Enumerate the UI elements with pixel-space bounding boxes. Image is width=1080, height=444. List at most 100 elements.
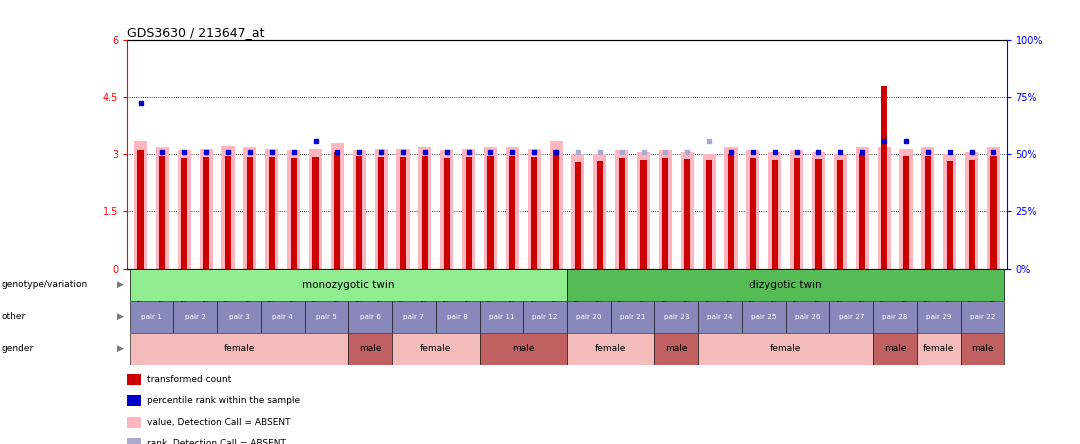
- Bar: [392, 301, 436, 333]
- Bar: [134, 141, 147, 269]
- Text: other: other: [1, 312, 25, 321]
- Text: female: female: [770, 344, 801, 353]
- Bar: [990, 156, 997, 269]
- Text: male: male: [883, 344, 906, 353]
- Bar: [746, 151, 759, 269]
- Bar: [484, 147, 497, 269]
- Bar: [137, 151, 144, 269]
- Bar: [900, 149, 913, 269]
- Text: pair 24: pair 24: [707, 313, 733, 320]
- Bar: [312, 157, 319, 269]
- Bar: [510, 156, 515, 269]
- Bar: [698, 333, 873, 365]
- Text: pair 1: pair 1: [141, 313, 162, 320]
- Text: male: male: [971, 344, 994, 353]
- Text: ▶: ▶: [117, 312, 123, 321]
- Bar: [829, 301, 873, 333]
- Bar: [619, 158, 624, 269]
- Bar: [943, 155, 956, 269]
- Text: pair 4: pair 4: [272, 313, 293, 320]
- Bar: [903, 156, 909, 269]
- Bar: [597, 161, 603, 269]
- Bar: [400, 157, 406, 269]
- Bar: [791, 151, 804, 269]
- Bar: [966, 152, 978, 269]
- Bar: [637, 152, 650, 269]
- Bar: [567, 333, 654, 365]
- Bar: [768, 152, 781, 269]
- Text: pair 3: pair 3: [229, 313, 249, 320]
- Bar: [441, 151, 454, 269]
- Text: dizygotic twin: dizygotic twin: [750, 280, 822, 289]
- Bar: [878, 147, 891, 269]
- Text: pair 8: pair 8: [447, 313, 468, 320]
- Text: transformed count: transformed count: [147, 375, 231, 384]
- Text: ▶: ▶: [117, 344, 123, 353]
- Text: pair 21: pair 21: [620, 313, 646, 320]
- Bar: [261, 301, 305, 333]
- Bar: [217, 301, 261, 333]
- Bar: [524, 301, 567, 333]
- Bar: [200, 149, 213, 269]
- Bar: [680, 152, 693, 269]
- Text: GDS3630 / 213647_at: GDS3630 / 213647_at: [127, 26, 265, 39]
- Text: pair 29: pair 29: [926, 313, 951, 320]
- Bar: [873, 301, 917, 333]
- Bar: [291, 158, 297, 269]
- Bar: [356, 156, 362, 269]
- Text: pair 12: pair 12: [532, 313, 558, 320]
- Bar: [392, 333, 480, 365]
- Text: ▶: ▶: [117, 280, 123, 289]
- Text: male: male: [512, 344, 535, 353]
- Bar: [917, 301, 960, 333]
- Bar: [785, 301, 829, 333]
- Bar: [444, 158, 449, 269]
- Bar: [465, 157, 472, 269]
- Bar: [834, 155, 847, 269]
- Text: pair 23: pair 23: [663, 313, 689, 320]
- Text: male: male: [665, 344, 688, 353]
- Bar: [225, 156, 231, 269]
- Bar: [960, 333, 1004, 365]
- Bar: [436, 301, 480, 333]
- Bar: [174, 301, 217, 333]
- Bar: [203, 157, 210, 269]
- Text: female: female: [595, 344, 626, 353]
- Bar: [550, 141, 563, 269]
- Bar: [837, 160, 843, 269]
- Bar: [528, 149, 541, 269]
- Text: value, Detection Call = ABSENT: value, Detection Call = ABSENT: [147, 418, 291, 427]
- Text: pair 7: pair 7: [404, 313, 424, 320]
- Bar: [654, 333, 698, 365]
- Bar: [812, 152, 825, 269]
- Text: pair 5: pair 5: [316, 313, 337, 320]
- Bar: [305, 301, 349, 333]
- Text: pair 27: pair 27: [838, 313, 864, 320]
- Bar: [553, 151, 559, 269]
- Bar: [815, 159, 822, 269]
- Text: pair 11: pair 11: [488, 313, 514, 320]
- Bar: [487, 156, 494, 269]
- Bar: [616, 151, 629, 269]
- Bar: [375, 149, 388, 269]
- Bar: [969, 160, 974, 269]
- Bar: [921, 147, 934, 269]
- Bar: [742, 301, 785, 333]
- Bar: [960, 301, 1004, 333]
- Bar: [353, 151, 366, 269]
- Bar: [571, 155, 584, 269]
- Bar: [567, 301, 610, 333]
- Bar: [130, 269, 567, 301]
- Bar: [640, 160, 647, 269]
- Bar: [309, 149, 322, 269]
- Text: pair 28: pair 28: [882, 313, 908, 320]
- Text: female: female: [420, 344, 451, 353]
- Text: pair 20: pair 20: [576, 313, 602, 320]
- Bar: [349, 301, 392, 333]
- Bar: [422, 156, 428, 269]
- Text: pair 2: pair 2: [185, 313, 205, 320]
- Bar: [794, 158, 799, 269]
- Bar: [480, 333, 567, 365]
- Bar: [531, 157, 537, 269]
- Bar: [378, 157, 384, 269]
